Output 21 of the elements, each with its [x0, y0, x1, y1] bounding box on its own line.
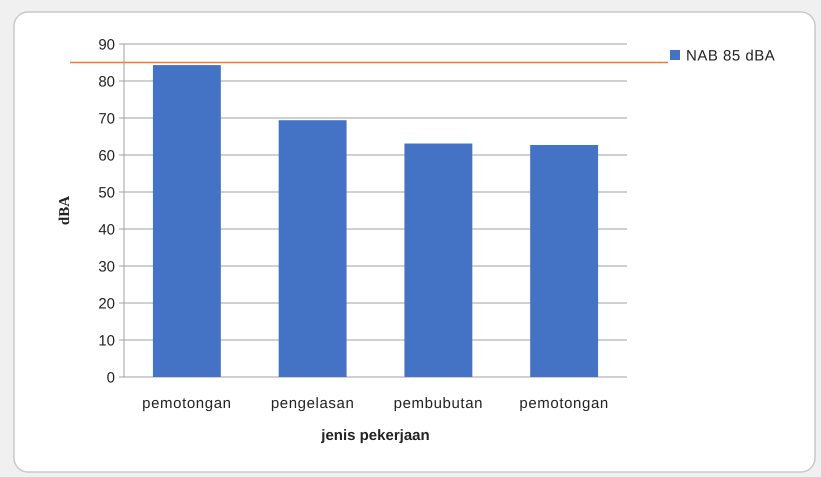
bar	[404, 144, 472, 377]
y-tick-label: 90	[98, 36, 115, 54]
y-tick-label: 30	[98, 258, 115, 276]
x-tick-label: pemotongan	[519, 395, 609, 412]
y-tick-label: 50	[98, 184, 115, 202]
bar	[152, 65, 221, 377]
x-tick-label: pengelasan	[270, 395, 354, 412]
bar	[278, 120, 347, 377]
y-tick-label: 10	[98, 332, 115, 350]
x-tick-label: pembubutan	[394, 395, 484, 412]
y-tick-label: 60	[98, 147, 115, 164]
y-axis-title: dBA	[57, 196, 73, 226]
y-tick-label: 20	[98, 295, 115, 312]
legend-label: NAB 85 dBA	[686, 47, 776, 64]
x-tick-label: pemotongan	[142, 395, 232, 412]
y-tick-label: 80	[98, 73, 115, 90]
y-tick-label: 70	[98, 110, 115, 128]
x-axis-title: jenis pekerjaan	[320, 427, 430, 444]
y-tick-label: 40	[98, 221, 115, 238]
y-tick-label: 0	[106, 369, 115, 386]
bar	[530, 145, 598, 377]
